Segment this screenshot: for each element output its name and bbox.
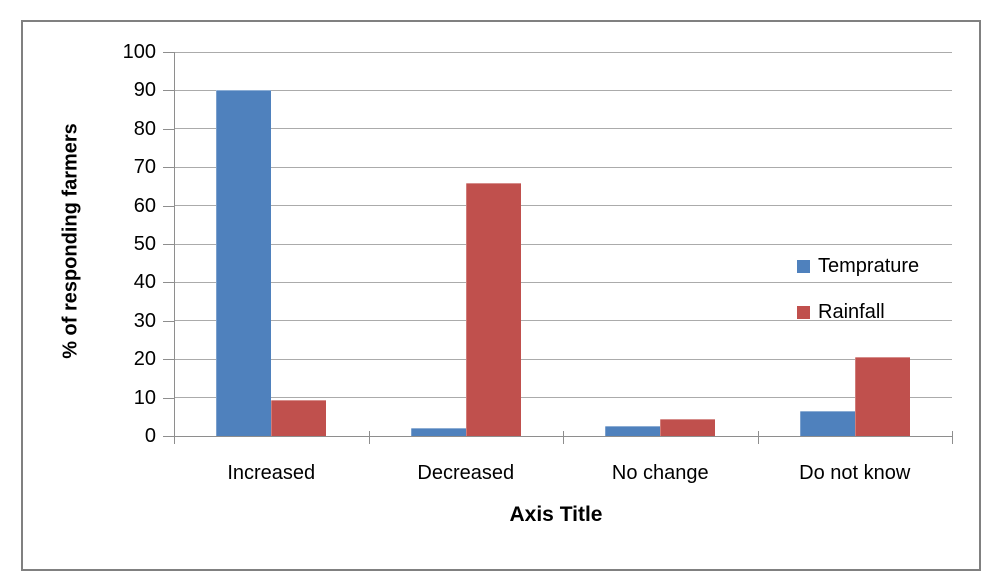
x-axis-tick	[952, 431, 953, 444]
gridline	[174, 51, 952, 53]
legend-item-rainfall: Rainfall	[797, 299, 919, 325]
legend-swatch-temprature	[797, 259, 810, 273]
y-axis-tick	[163, 90, 175, 92]
y-tick-label: 80	[133, 117, 156, 140]
gridline	[174, 397, 952, 399]
bar-temprature-do-not-know	[799, 411, 855, 436]
gridline	[174, 358, 952, 360]
y-axis-tick	[163, 436, 175, 437]
bar-temprature-increased	[216, 90, 272, 436]
legend: Temprature Rainfall	[797, 253, 919, 325]
x-axis-tick	[368, 431, 370, 444]
y-tick-label: 60	[133, 194, 156, 217]
gridline	[174, 243, 952, 245]
bar-rainfall-increased	[271, 400, 327, 436]
bar-rainfall-decreased	[465, 183, 521, 436]
y-axis-tick	[163, 244, 175, 245]
y-tick-label: 30	[133, 309, 156, 332]
gridline	[174, 89, 952, 91]
bar-rainfall-no-change	[660, 419, 716, 436]
y-tick-label: 0	[144, 425, 156, 447]
y-axis-tick	[163, 167, 175, 169]
x-category-label: Do not know	[799, 462, 911, 484]
gridline	[174, 166, 952, 168]
y-axis-title: % of responding farmers	[59, 123, 82, 359]
legend-swatch-rainfall	[797, 305, 810, 319]
x-axis-tick	[174, 431, 175, 444]
gridline	[174, 320, 952, 322]
gridline	[174, 205, 952, 207]
x-axis-title: Axis Title	[509, 503, 603, 526]
gridline	[174, 128, 952, 130]
y-tick-label: 50	[133, 233, 156, 255]
x-category-label: Decreased	[417, 462, 515, 484]
y-tick-label: 90	[133, 79, 156, 102]
bar-temprature-no-change	[605, 426, 661, 436]
x-axis-tick	[563, 431, 564, 444]
y-axis-tick	[163, 397, 175, 399]
y-axis-tick	[163, 359, 175, 361]
y-axis-tick	[163, 52, 175, 53]
legend-item-temprature: Temprature	[797, 253, 919, 279]
y-axis-tick	[163, 128, 175, 130]
y-tick-label: 70	[133, 156, 156, 179]
bar-rainfall-do-not-know	[854, 357, 910, 436]
y-tick-label: 10	[133, 386, 156, 409]
x-axis-tick	[757, 431, 759, 444]
y-tick-label: 40	[133, 271, 156, 294]
y-axis-tick	[163, 320, 175, 322]
legend-label: Temprature	[818, 255, 920, 277]
x-category-label: No change	[611, 462, 709, 484]
y-axis-line	[174, 52, 175, 437]
legend-label: Rainfall	[818, 301, 885, 323]
y-tick-label: 20	[133, 348, 156, 371]
y-axis-tick	[163, 282, 175, 284]
bar-temprature-decreased	[410, 428, 466, 436]
x-category-label: Increased	[227, 462, 316, 484]
y-axis-tick	[163, 205, 175, 207]
y-tick-label: 100	[122, 41, 156, 63]
gridline	[174, 281, 952, 283]
